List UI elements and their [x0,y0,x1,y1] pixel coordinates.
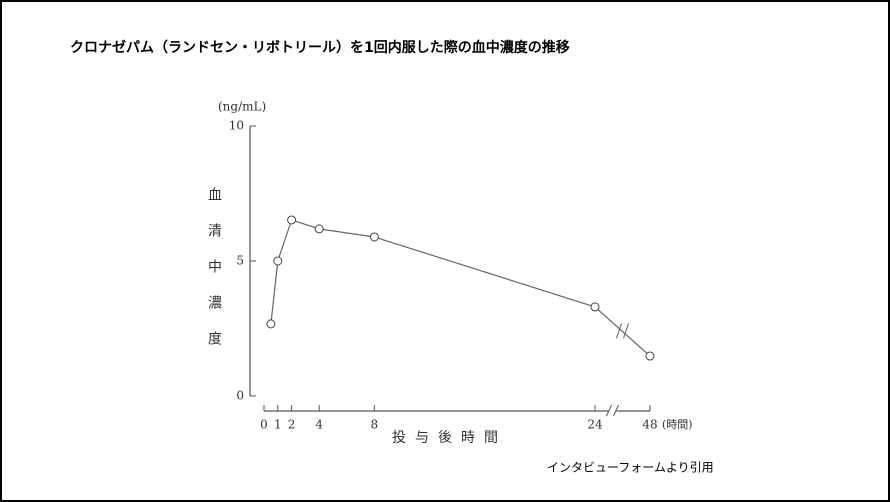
x-tick-label: 24 [587,418,603,432]
axis-break [613,404,619,417]
y-axis-label: 血清中濃度 [206,187,222,367]
y-tick-label: 0 [236,389,244,403]
data-point [273,256,283,266]
source-note: インタビューフォームより引用 [547,461,714,475]
data-line [270,219,651,357]
data-point [287,215,297,225]
line-break [616,323,622,339]
chart-title: クロナゼパム（ランドセン・リボトリール）を1回内服した際の血中濃度の推移 [70,39,570,56]
y-tick-label: 5 [236,254,244,268]
x-tick-label: 8 [371,418,379,432]
y-tick-label: 10 [229,119,244,133]
axis-break [606,404,612,417]
axis-break-gap [608,406,617,416]
data-point [314,224,324,234]
x-tick-label: 2 [288,418,296,432]
data-point [266,319,276,329]
x-tick-label: 0 [260,418,268,432]
y-unit: (ng/mL) [218,100,266,114]
x-unit: (時間) [662,418,693,431]
line-break [623,323,629,339]
x-tick-label: 1 [274,418,282,432]
data-point [645,351,655,361]
x-tick-label: 48 [642,418,657,432]
x-tick-label: 4 [315,418,323,432]
data-point [590,302,600,312]
data-point [369,232,379,242]
x-axis-label: 投与後時間 [392,430,507,446]
